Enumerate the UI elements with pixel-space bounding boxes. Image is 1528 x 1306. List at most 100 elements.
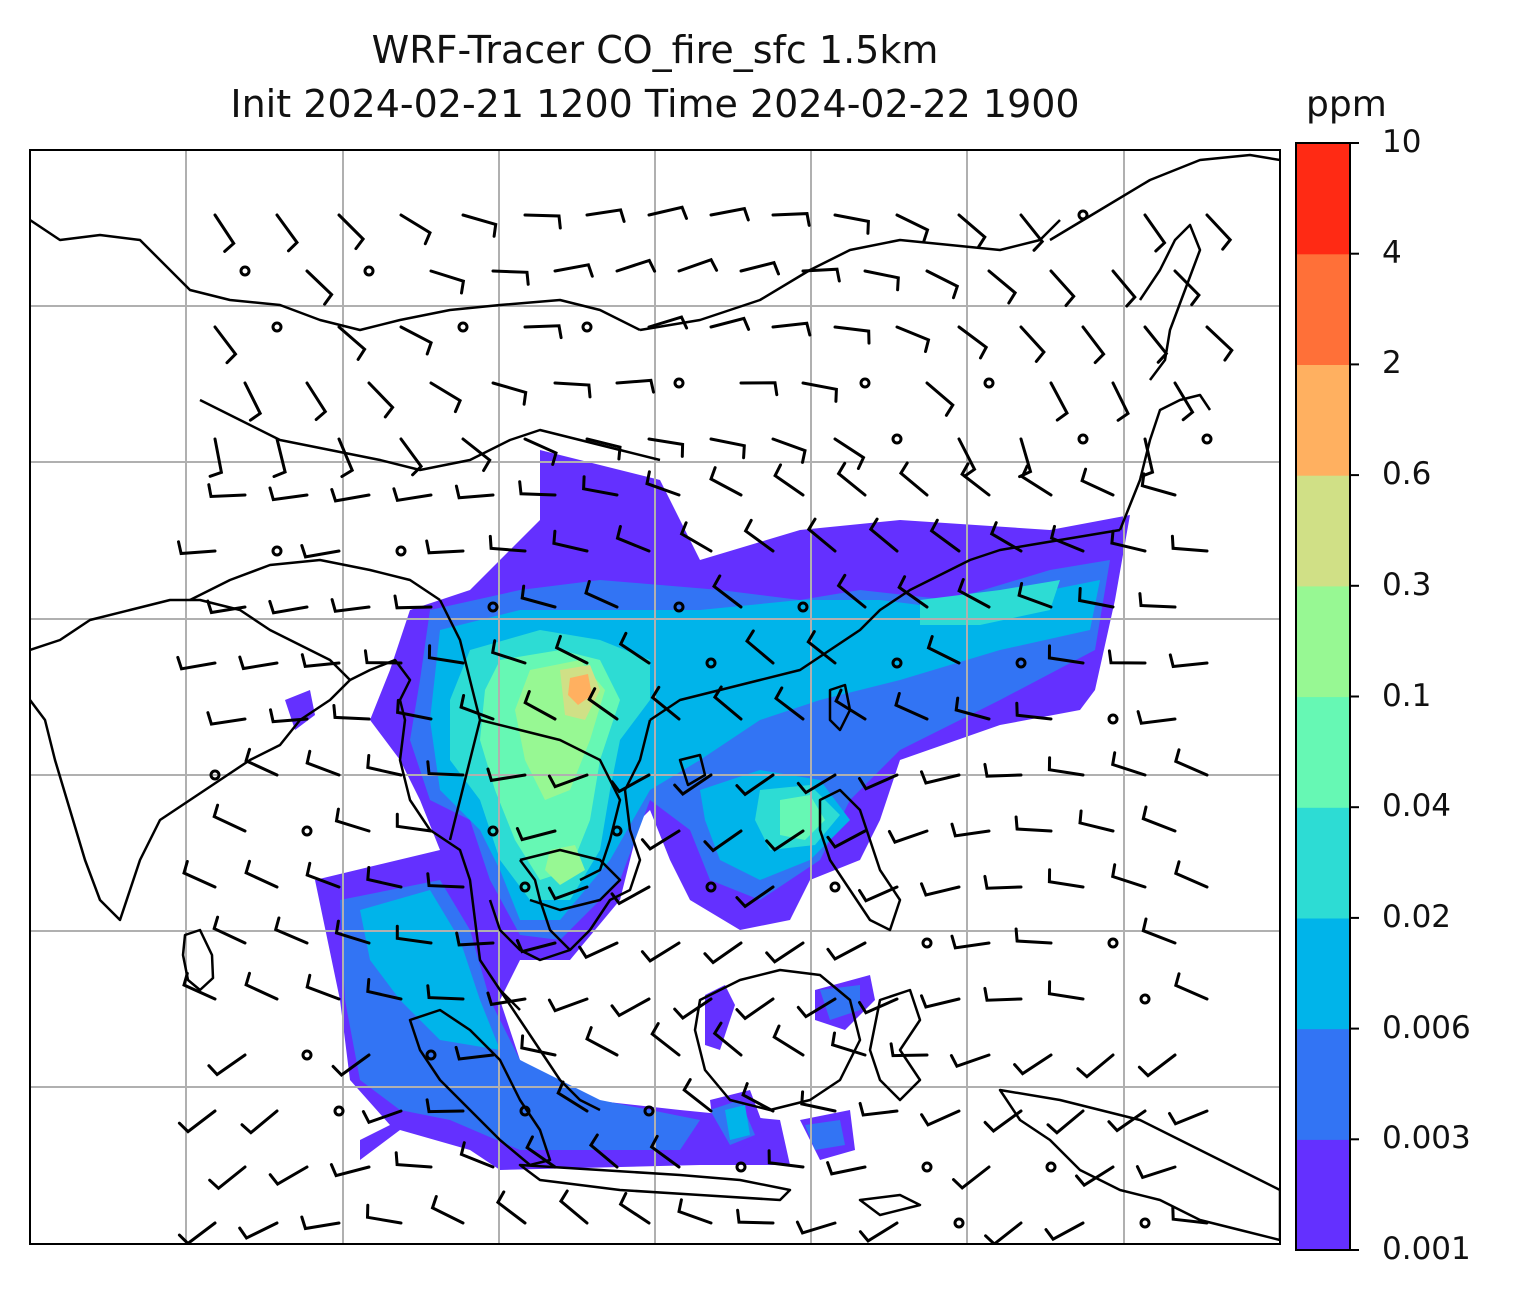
wind-barb — [1110, 529, 1147, 553]
wind-barb — [826, 941, 867, 961]
wind-barb — [523, 324, 563, 340]
wind-barb — [1141, 805, 1177, 833]
wind-barb — [610, 773, 651, 794]
wind-barb — [244, 971, 279, 1001]
wind-calm-marker — [891, 433, 903, 445]
colorbar — [1295, 142, 1359, 1251]
colorbar-tick-label: 0.1 — [1382, 677, 1432, 714]
wind-barb — [957, 437, 977, 478]
wind-barb — [895, 325, 931, 353]
wind-barb — [703, 829, 743, 853]
wind-barb — [547, 997, 589, 1013]
wind-barb — [673, 773, 713, 796]
wind-barb — [523, 213, 562, 230]
wind-barb — [556, 1080, 589, 1113]
wind-barb — [709, 466, 743, 497]
wind-barb — [868, 517, 899, 553]
wind-barb — [1047, 644, 1085, 665]
wind-barb — [399, 437, 424, 477]
wind-barb — [618, 1191, 651, 1225]
wind-barb — [454, 484, 495, 500]
wind-barb — [677, 1198, 713, 1225]
wind-barb — [858, 773, 899, 791]
wind-barb — [983, 874, 1023, 890]
wind-barb — [826, 1161, 867, 1176]
wind-barb — [305, 381, 328, 421]
wind-barb — [395, 812, 433, 833]
wind-barb — [647, 437, 685, 458]
wind-barb — [895, 213, 930, 243]
wind-barb — [649, 1134, 681, 1169]
colorbar-tick-label: 0.003 — [1382, 1120, 1471, 1157]
wind-calm-marker — [1015, 657, 1027, 669]
wind-barb — [1135, 1165, 1177, 1180]
wind-barb — [836, 573, 867, 609]
wind-barb — [520, 584, 557, 609]
wind-barb — [366, 978, 403, 1001]
wind-barb — [206, 599, 247, 615]
wind-barb — [365, 1203, 403, 1225]
wind-calm-marker — [983, 377, 995, 389]
wind-barb — [735, 885, 775, 909]
wind-calm-marker — [673, 601, 685, 613]
colorbar-segment — [1296, 143, 1350, 255]
wind-barb — [305, 269, 334, 306]
wind-calm-marker — [1139, 993, 1151, 1005]
wind-barb — [455, 931, 495, 947]
wind-barb — [1014, 927, 1053, 945]
wind-barb — [1049, 524, 1085, 553]
wind-calm-marker — [1045, 1161, 1057, 1173]
wind-barb — [1107, 649, 1147, 665]
colorbar-unit: ppm — [1306, 84, 1387, 125]
wind-calm-marker — [859, 377, 871, 389]
wind-barb — [367, 381, 395, 419]
wind-barb — [207, 483, 247, 499]
wind-barb — [952, 1165, 991, 1190]
wind-barb — [585, 208, 626, 223]
coastline-newguinea — [998, 1088, 1280, 1242]
wind-barb — [177, 540, 217, 556]
coastline-india — [30, 598, 352, 922]
wind-barb — [334, 807, 371, 833]
wind-barb — [1111, 269, 1137, 308]
wind-barb — [1141, 917, 1177, 945]
wind-calm-marker — [271, 545, 283, 557]
wind-barb — [518, 480, 557, 497]
wind-barb — [989, 521, 1023, 553]
wind-barb — [176, 655, 217, 671]
colorbar-segment — [1296, 1028, 1350, 1140]
wind-barb — [796, 997, 837, 1019]
wind-barb — [960, 462, 991, 497]
coastline-south-china — [649, 528, 1121, 722]
coastline-borneo — [693, 968, 862, 1112]
wind-barb — [337, 213, 366, 251]
wind-barb — [1136, 710, 1177, 725]
wind-barb — [558, 1189, 589, 1225]
wind-barb — [1046, 1109, 1085, 1135]
wind-barb — [454, 1045, 495, 1061]
wind-barb — [212, 803, 247, 833]
wind-barb — [709, 206, 750, 222]
wind-barb — [765, 829, 805, 852]
wind-barb — [300, 544, 341, 559]
wind-barb — [801, 381, 838, 403]
co-concentration-field — [285, 450, 1130, 1170]
coastline-korea-japan — [1138, 223, 1202, 381]
wind-barb — [523, 690, 557, 721]
wind-barb — [1014, 815, 1053, 833]
wind-barb — [741, 1082, 775, 1113]
wind-calm-marker — [921, 1161, 933, 1173]
wind-calm-marker — [457, 321, 469, 333]
wind-barb — [305, 749, 341, 777]
wind-barb — [553, 381, 592, 399]
wind-barb — [300, 1215, 341, 1231]
wind-barb — [425, 539, 465, 555]
wind-barb — [920, 770, 961, 785]
wind-barb — [826, 829, 867, 849]
wind-barb — [305, 973, 341, 1001]
wind-barb — [486, 991, 527, 1007]
wind-barb — [983, 986, 1023, 1002]
wind-barb — [394, 1151, 433, 1169]
chart-subtitle: Init 2024-02-21 1200 Time 2024-02-22 190… — [230, 82, 1080, 126]
wind-barb — [836, 461, 867, 497]
